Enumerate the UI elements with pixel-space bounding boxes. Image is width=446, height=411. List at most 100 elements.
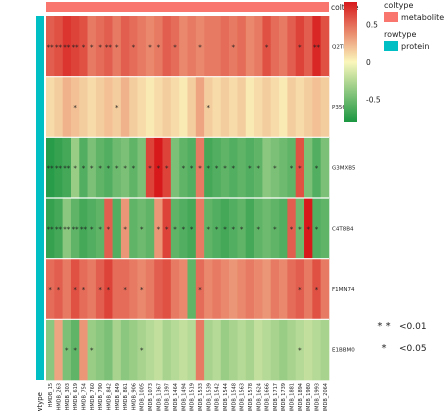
- heatmap-cell: [304, 198, 313, 259]
- heatmap-cell: [104, 198, 113, 259]
- heatmap-cell: [295, 198, 305, 259]
- heatmap-cell: [212, 137, 222, 199]
- heatmap-cell: [54, 319, 63, 381]
- heatmap-cell: [245, 76, 255, 138]
- heatmap-cell: [62, 137, 72, 199]
- significance-marker: *: [298, 225, 302, 233]
- heatmap-cell: [204, 319, 213, 381]
- heatmap-cell: [120, 76, 130, 138]
- heatmap-cell: [79, 16, 88, 77]
- significance-marker: **: [55, 165, 63, 173]
- significance-marker: *: [298, 286, 302, 294]
- sig-legend-symbol-2: *: [382, 343, 387, 354]
- heatmap-cell: [195, 319, 205, 381]
- heatmap-cell: [195, 198, 205, 259]
- heatmap-cell: [187, 198, 197, 259]
- heatmap-cell: [279, 16, 288, 77]
- significance-marker: *: [290, 225, 294, 233]
- significance-marker: *: [232, 165, 236, 173]
- heatmap-cell: [237, 16, 247, 77]
- heatmap-cell: [245, 137, 255, 199]
- heatmap-cell: [229, 16, 238, 77]
- heatmap-cell: [245, 198, 255, 259]
- heatmap-cell: [137, 258, 147, 320]
- heatmap-cell: [304, 16, 313, 77]
- significance-marker: *: [98, 165, 102, 173]
- significance-marker: *: [115, 43, 119, 51]
- heatmap-cell: [237, 137, 247, 199]
- heatmap-cell: [295, 137, 305, 199]
- heatmap-cell: [129, 258, 138, 320]
- heatmap-cell: [262, 16, 272, 77]
- significance-marker: *: [48, 286, 52, 294]
- rowtype-axis-label: rowtype: [36, 392, 44, 411]
- heatmap-cell: [270, 258, 280, 320]
- heatmap-cell: [54, 76, 63, 138]
- heatmap-cell: [112, 198, 122, 259]
- heatmap-cell: [162, 16, 172, 77]
- significance-marker: *: [290, 165, 294, 173]
- heatmap-cell: [46, 258, 55, 320]
- heatmap-cell: [129, 16, 138, 77]
- heatmap-cell: [95, 319, 105, 381]
- significance-marker: *: [198, 286, 202, 294]
- heatmap-cell: [95, 198, 105, 259]
- heatmap-cell: [137, 319, 147, 381]
- heatmap-cell: [320, 319, 330, 381]
- heatmap-cell: [270, 137, 280, 199]
- heatmap-cell: [220, 198, 230, 259]
- heatmap-cell: [95, 76, 105, 138]
- heatmap-cell: [170, 319, 180, 381]
- heatmap-cell: [87, 258, 97, 320]
- heatmap-cell: [145, 16, 155, 77]
- significance-marker: *: [223, 165, 227, 173]
- heatmap-cell: [254, 137, 263, 199]
- heatmap-cell: [79, 258, 88, 320]
- row-label: C4T8B4: [332, 226, 354, 232]
- heatmap-cell: [279, 76, 288, 138]
- significance-marker: *: [107, 225, 111, 233]
- color-scale-tick-label: 0: [366, 58, 371, 67]
- heatmap-cell: [287, 198, 296, 259]
- significance-marker: *: [115, 165, 119, 173]
- significance-marker: *: [90, 165, 94, 173]
- column-label: HMDB_303: [65, 383, 71, 410]
- significance-marker: *: [315, 165, 319, 173]
- significance-marker: *: [182, 165, 186, 173]
- heatmap-cell: [304, 137, 313, 199]
- heatmap-cell: [262, 198, 272, 259]
- heatmap-cell: [104, 319, 113, 381]
- significance-marker: *: [132, 43, 136, 51]
- column-labels: HMDB_15 HMDB_263 HMDB_303 HMDB_619 HMDB_754 H…: [48, 383, 329, 411]
- heatmap-cell: [279, 319, 288, 381]
- heatmap-cell: [79, 198, 88, 259]
- significance-marker: *: [207, 225, 211, 233]
- heatmap-cell: [204, 137, 213, 199]
- heatmap-cell: [112, 137, 122, 199]
- legend-protein-label: protein: [401, 42, 429, 51]
- heatmap-cell: [204, 258, 213, 320]
- significance-marker: *: [57, 286, 61, 294]
- heatmap-cell: [304, 319, 313, 381]
- heatmap-cell: [237, 319, 247, 381]
- column-label: HMDB_1544: [223, 383, 229, 411]
- column-label: HMDB_1578: [248, 383, 254, 411]
- heatmap-cell: [287, 137, 296, 199]
- heatmap-cell: [145, 319, 155, 381]
- significance-marker: **: [63, 225, 71, 233]
- heatmap-cell: [154, 319, 163, 381]
- significance-marker: *: [107, 165, 111, 173]
- heatmap-cell: [270, 16, 280, 77]
- heatmap-cell: [70, 258, 80, 320]
- heatmap-cell: [104, 76, 113, 138]
- column-label: HMDB_1993: [315, 383, 321, 411]
- heatmap-cell: [79, 319, 88, 381]
- heatmap-cell: [87, 16, 97, 77]
- heatmap-cell: [137, 137, 147, 199]
- heatmap-cell: [162, 258, 172, 320]
- significance-marker: *: [123, 286, 127, 294]
- column-label: HMDB_861: [123, 383, 129, 410]
- legend-coltype-title: coltype: [384, 1, 413, 10]
- heatmap-cell: [220, 76, 230, 138]
- column-label: HMDB_1073: [148, 383, 154, 411]
